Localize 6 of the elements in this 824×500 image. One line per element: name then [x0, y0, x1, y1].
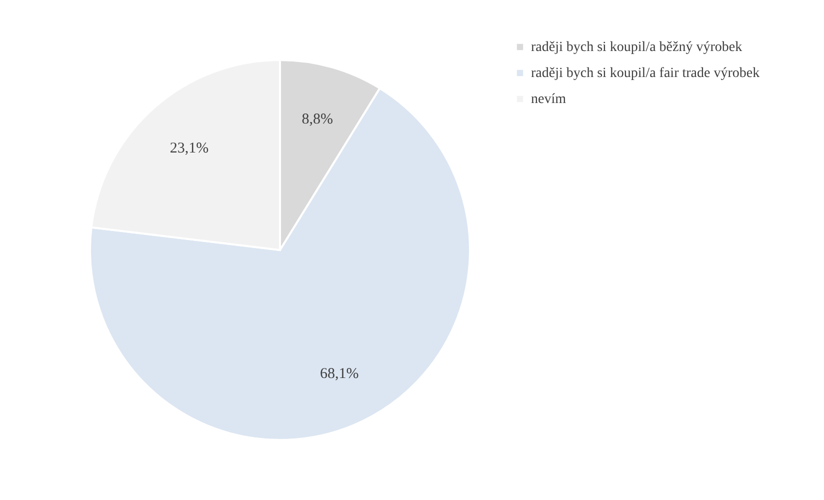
- data-label: 23,1%: [170, 140, 209, 157]
- legend-label: raději bych si koupil/a běžný výrobek: [531, 40, 742, 55]
- data-label: 8,8%: [302, 111, 333, 128]
- legend-label: nevím: [531, 92, 566, 107]
- legend-label: raději bych si koupil/a fair trade výrobek: [531, 66, 760, 81]
- data-label: 68,1%: [320, 366, 359, 382]
